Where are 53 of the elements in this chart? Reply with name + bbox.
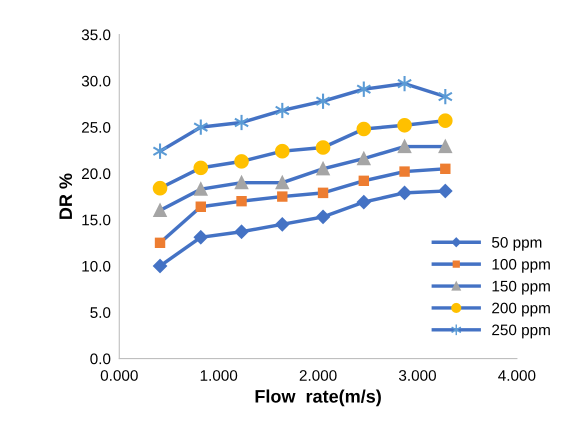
point <box>234 224 248 239</box>
point <box>194 182 208 196</box>
legend-label: 150 ppm <box>492 280 550 295</box>
point <box>194 230 208 244</box>
point <box>316 162 330 176</box>
y-tick-label: 15.0 <box>82 214 110 226</box>
point <box>440 164 451 174</box>
point <box>234 154 249 169</box>
point <box>153 259 167 273</box>
x-tick-label: 4.000 <box>498 370 536 381</box>
point <box>193 160 208 176</box>
x-tick-label: 0.000 <box>100 370 138 381</box>
legend-label: 250 ppm <box>492 324 550 338</box>
x-tick-label: 2.000 <box>300 370 337 381</box>
point <box>277 191 288 202</box>
point <box>153 204 167 218</box>
x-tick-label: 3.000 <box>398 370 436 381</box>
point <box>316 140 330 155</box>
point <box>438 140 452 154</box>
point <box>438 184 452 198</box>
point <box>356 122 372 136</box>
x-tick-label: 1.000 <box>200 370 238 381</box>
legend-label: 200 ppm <box>492 302 550 316</box>
y-tick-label: 30.0 <box>82 76 110 87</box>
y-tick-label: 0.0 <box>90 353 110 364</box>
y-axis-title: DR % <box>59 173 72 219</box>
point <box>196 202 206 212</box>
point <box>356 195 371 210</box>
y-tick-label: 25.0 <box>82 122 110 133</box>
point <box>318 188 328 198</box>
point <box>399 166 410 177</box>
point <box>275 217 290 232</box>
point <box>438 113 453 128</box>
x-axis-title: Flow rate(m/s) <box>256 389 381 406</box>
point <box>152 180 168 196</box>
point <box>357 152 370 166</box>
point <box>358 176 370 186</box>
point <box>154 238 166 248</box>
legend-label: 100 ppm <box>492 258 550 273</box>
y-tick-label: 5.0 <box>90 307 110 318</box>
y-tick-label: 35.0 <box>82 29 110 40</box>
y-tick-label: 10.0 <box>82 260 110 272</box>
point <box>398 186 412 200</box>
point <box>236 196 247 206</box>
point <box>276 176 289 190</box>
point <box>398 140 412 154</box>
point <box>316 210 330 224</box>
point <box>193 118 208 136</box>
point <box>234 176 248 190</box>
point <box>397 118 412 133</box>
legend-label: 50 ppm <box>492 236 542 251</box>
y-tick-label: 20.0 <box>82 168 110 180</box>
point <box>275 144 290 158</box>
